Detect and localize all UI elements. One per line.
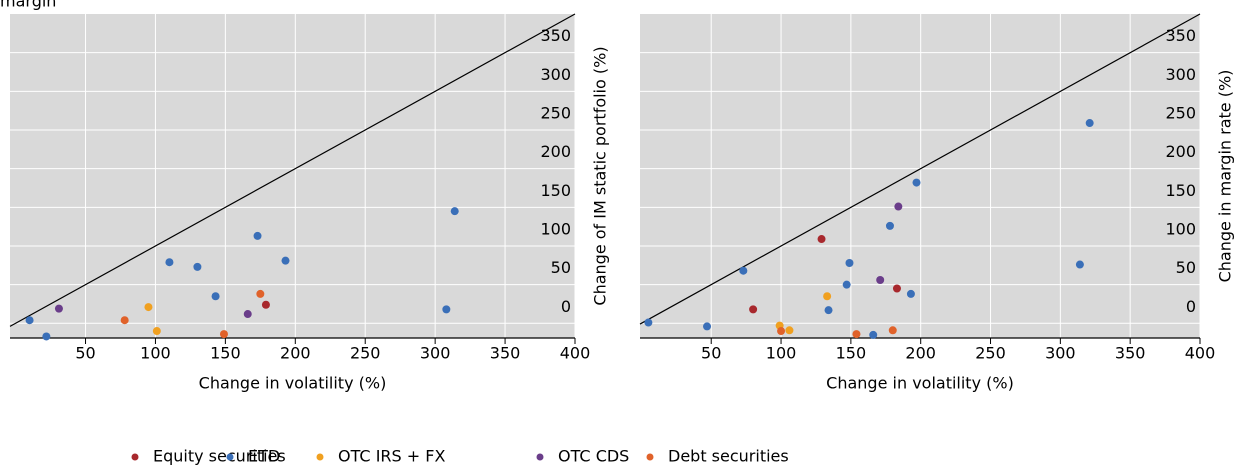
x-tick-label: 150 xyxy=(836,344,867,363)
data-point xyxy=(442,305,451,314)
plot-area xyxy=(640,14,1200,338)
data-point xyxy=(261,300,270,309)
y-tick-label: 150 xyxy=(540,181,571,200)
x-tick-label: 300 xyxy=(1045,344,1076,363)
legend-marker xyxy=(316,453,324,461)
legend-marker xyxy=(536,453,544,461)
y-tick-label: 200 xyxy=(1165,142,1196,161)
data-point xyxy=(165,258,174,267)
y-tick-label: 350 xyxy=(1165,26,1196,45)
data-point xyxy=(42,332,51,341)
data-point xyxy=(253,231,262,240)
y-tick-label: 250 xyxy=(540,103,571,122)
data-point xyxy=(256,289,265,298)
data-point xyxy=(869,330,878,339)
x-tick-label: 100 xyxy=(140,344,171,363)
x-tick-label: 400 xyxy=(560,344,591,363)
x-tick-label: 50 xyxy=(75,344,95,363)
data-point xyxy=(144,303,153,312)
data-point xyxy=(885,221,894,230)
data-point xyxy=(1075,260,1084,269)
legend-marker xyxy=(131,453,139,461)
x-tick-label: 200 xyxy=(280,344,311,363)
legend-marker xyxy=(226,453,234,461)
x-tick-label: 400 xyxy=(1185,344,1216,363)
y-tick-label: 50 xyxy=(1176,258,1196,277)
y-tick-label: 300 xyxy=(540,65,571,84)
data-point xyxy=(644,318,653,327)
x-tick-label: 350 xyxy=(1115,344,1146,363)
y-tick-label: 0 xyxy=(1186,297,1196,316)
data-point xyxy=(888,326,897,335)
y-tick-label: 150 xyxy=(1165,181,1196,200)
data-point xyxy=(823,292,832,301)
data-point xyxy=(852,330,861,339)
y-tick-label: 350 xyxy=(540,26,571,45)
legend-label: OTC IRS + FX xyxy=(338,447,445,465)
legend-label: ETD xyxy=(248,447,280,465)
x-tick-label: 300 xyxy=(420,344,451,363)
data-point xyxy=(211,292,220,301)
data-point xyxy=(219,330,228,339)
y-axis-title: Change of IM static portfolio (%) xyxy=(591,46,610,305)
data-point xyxy=(450,207,459,216)
y-tick-label: 0 xyxy=(561,297,571,316)
data-point xyxy=(892,284,901,293)
x-tick-label: 50 xyxy=(701,344,721,363)
data-point xyxy=(703,322,712,331)
y-tick-label: 100 xyxy=(540,219,571,238)
legend-label: Equity securities xyxy=(153,447,286,465)
legend-marker xyxy=(646,453,654,461)
data-point xyxy=(912,178,921,187)
data-point xyxy=(152,327,161,336)
data-point xyxy=(243,310,252,319)
data-point xyxy=(1085,119,1094,128)
data-point xyxy=(817,235,826,244)
data-point xyxy=(894,202,903,211)
data-point xyxy=(193,262,202,271)
x-tick-label: 350 xyxy=(490,344,521,363)
x-tick-label: 250 xyxy=(975,344,1006,363)
x-axis-title: Change in volatility (%) xyxy=(199,374,387,393)
data-point xyxy=(906,289,915,298)
data-point xyxy=(54,304,63,313)
legend-label: OTC CDS xyxy=(558,447,629,465)
y-tick-label: 50 xyxy=(551,258,571,277)
x-tick-label: 150 xyxy=(210,344,241,363)
x-axis-title: Change in volatility (%) xyxy=(826,374,1014,393)
y-axis-title: Change in margin rate (%) xyxy=(1216,70,1235,283)
data-point xyxy=(876,276,885,285)
data-point xyxy=(120,316,129,325)
chart-title: margin xyxy=(0,0,56,11)
data-point xyxy=(785,326,794,335)
plot-area xyxy=(10,14,575,338)
data-point xyxy=(739,266,748,275)
data-point xyxy=(824,306,833,315)
x-tick-label: 200 xyxy=(905,344,936,363)
y-tick-label: 300 xyxy=(1165,65,1196,84)
x-tick-label: 100 xyxy=(766,344,797,363)
data-point xyxy=(842,280,851,289)
data-point xyxy=(281,256,290,265)
data-point xyxy=(749,305,758,314)
reference-diagonal xyxy=(639,13,1201,325)
reference-diagonal xyxy=(9,13,576,327)
y-tick-label: 100 xyxy=(1165,219,1196,238)
x-tick-label: 250 xyxy=(350,344,381,363)
data-point xyxy=(777,327,786,336)
y-tick-label: 250 xyxy=(1165,103,1196,122)
data-point xyxy=(25,316,34,325)
data-point xyxy=(845,258,854,267)
legend-label: Debt securities xyxy=(668,447,789,465)
y-tick-label: 200 xyxy=(540,142,571,161)
